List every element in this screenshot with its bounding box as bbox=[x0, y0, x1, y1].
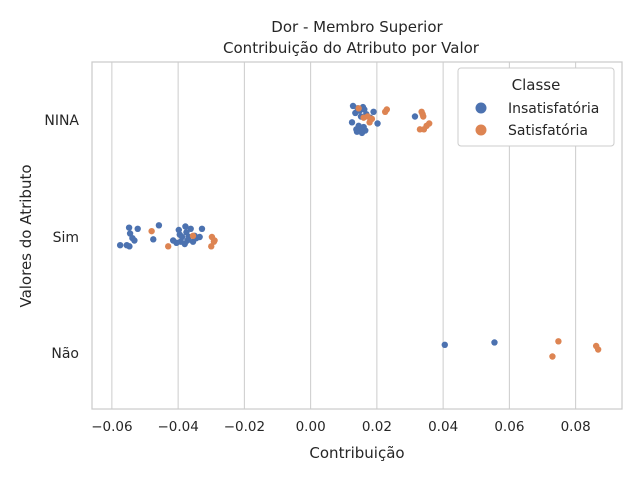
legend-marker-insatisfatoria bbox=[475, 102, 487, 114]
data-point-insatisfatoria bbox=[131, 237, 138, 244]
x-tick-label: 0.06 bbox=[494, 419, 524, 435]
data-point-satisfatoria bbox=[208, 243, 215, 250]
data-point-insatisfatoria bbox=[150, 236, 157, 243]
data-point-insatisfatoria bbox=[198, 225, 206, 233]
y-axis-label: Valores do Atributo bbox=[17, 164, 35, 307]
data-point-insatisfatoria bbox=[155, 222, 163, 229]
data-point-satisfatoria bbox=[549, 353, 556, 360]
data-point-satisfatoria bbox=[211, 237, 218, 244]
legend-title: Classe bbox=[512, 76, 561, 94]
x-tick-label: −0.04 bbox=[157, 419, 198, 435]
legend-frame bbox=[457, 67, 615, 147]
data-point-insatisfatoria bbox=[196, 233, 203, 241]
chart-title: Dor - Membro Superior bbox=[271, 18, 443, 36]
data-point-satisfatoria bbox=[368, 115, 376, 123]
x-axis-label: Contribuição bbox=[309, 444, 404, 462]
data-point-insatisfatoria bbox=[116, 241, 124, 249]
data-point-satisfatoria bbox=[594, 346, 602, 353]
x-tick-label: 0.08 bbox=[561, 419, 591, 435]
legend-label-insatisfatoria: Insatisfatória bbox=[508, 101, 599, 117]
data-point-satisfatoria bbox=[189, 232, 197, 240]
data-point-insatisfatoria bbox=[134, 225, 141, 233]
data-point-insatisfatoria bbox=[411, 113, 419, 120]
data-point-insatisfatoria bbox=[187, 225, 194, 233]
legend-marker-satisfatoria bbox=[475, 124, 487, 136]
x-axis-ticks: −0.06 −0.04 −0.02 0.00 0.02 0.04 0.06 0.08 bbox=[91, 419, 590, 435]
data-point-insatisfatoria bbox=[125, 224, 133, 231]
data-point-satisfatoria bbox=[164, 243, 172, 250]
data-point-satisfatoria bbox=[148, 227, 155, 235]
data-point-insatisfatoria bbox=[491, 339, 498, 346]
data-point-insatisfatoria bbox=[362, 127, 369, 134]
data-point-insatisfatoria bbox=[182, 223, 189, 230]
data-point-satisfatoria bbox=[426, 120, 433, 127]
data-point-insatisfatoria bbox=[441, 341, 448, 349]
data-points bbox=[116, 102, 602, 360]
x-tick-label: 0.04 bbox=[428, 419, 458, 435]
data-point-insatisfatoria bbox=[374, 120, 381, 127]
x-tick-label: 0.02 bbox=[362, 419, 392, 435]
data-point-insatisfatoria bbox=[370, 108, 377, 116]
chart-subtitle: Contribuição do Atributo por Valor bbox=[223, 39, 480, 57]
legend-label-satisfatoria: Satisfatória bbox=[508, 123, 588, 139]
data-point-insatisfatoria bbox=[178, 233, 186, 241]
y-axis-ticks: NINA Sim Não bbox=[44, 113, 79, 362]
data-point-satisfatoria bbox=[383, 106, 391, 113]
plot-frame bbox=[91, 61, 623, 410]
x-tick-label: −0.02 bbox=[224, 419, 265, 435]
data-point-insatisfatoria bbox=[348, 119, 356, 126]
data-point-satisfatoria bbox=[555, 338, 562, 345]
data-point-satisfatoria bbox=[355, 105, 362, 112]
legend: Classe Insatisfatória Satisfatória bbox=[457, 67, 615, 147]
data-point-satisfatoria bbox=[420, 113, 427, 120]
x-tick-label: 0.00 bbox=[296, 419, 326, 435]
y-tick-label: NINA bbox=[44, 113, 79, 129]
y-tick-label: Não bbox=[51, 346, 79, 362]
x-tick-label: −0.06 bbox=[91, 419, 132, 435]
y-tick-label: Sim bbox=[53, 230, 79, 246]
data-point-insatisfatoria bbox=[126, 243, 133, 250]
